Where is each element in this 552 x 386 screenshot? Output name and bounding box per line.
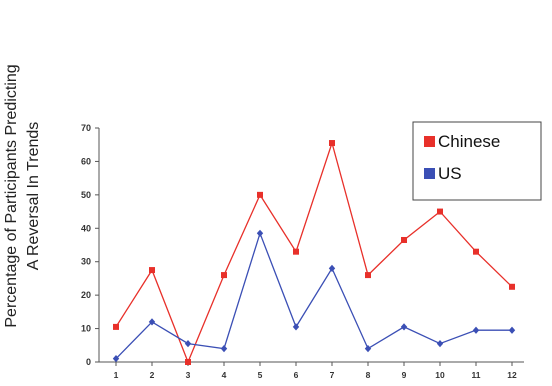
x-tick-label: 3	[186, 370, 191, 380]
x-tick-label: 11	[472, 370, 481, 380]
data-point-us	[148, 318, 156, 326]
x-tick-label: 5	[258, 370, 263, 380]
data-point-chinese	[257, 191, 263, 198]
data-point-chinese	[365, 272, 371, 279]
data-point-us	[436, 340, 444, 348]
y-tick-label: 40	[81, 223, 91, 233]
series-markers	[112, 140, 516, 365]
series-line-us	[115, 231, 512, 360]
series-lines	[115, 140, 513, 364]
y-axis-label-line2: A Reversal In Trends	[25, 122, 42, 271]
legend: Chinese US	[412, 121, 542, 201]
y-tick-label: 20	[81, 290, 91, 300]
x-ticks: 1 2 3 4 5 6 7 8 9 10 11 12	[114, 362, 517, 380]
data-point-chinese	[401, 236, 407, 243]
x-tick-label: 4	[222, 370, 227, 380]
x-tick-label: 2	[150, 370, 155, 380]
y-axis-label: Percentage of Participants Predicting A …	[3, 64, 42, 327]
x-tick-label: 8	[366, 370, 371, 380]
data-point-us	[328, 264, 336, 272]
y-ticks: 0 10 20 30 40 50 60 70	[81, 123, 99, 367]
data-point-us	[112, 355, 120, 363]
data-point-chinese	[437, 208, 443, 215]
data-point-us	[508, 326, 516, 334]
legend-swatch-us	[424, 168, 435, 179]
data-point-chinese	[329, 140, 335, 147]
axes	[98, 128, 524, 363]
y-tick-label: 0	[86, 357, 91, 367]
x-tick-label: 1	[114, 370, 119, 380]
legend-label-chinese: Chinese	[438, 132, 500, 151]
x-tick-label: 9	[402, 370, 407, 380]
x-tick-label: 7	[330, 370, 335, 380]
data-point-chinese	[509, 283, 515, 290]
y-tick-label: 60	[81, 156, 91, 166]
data-point-chinese	[113, 323, 119, 330]
legend-swatch-chinese	[424, 136, 435, 147]
x-tick-label: 10	[435, 370, 445, 380]
y-tick-label: 70	[81, 123, 91, 133]
data-point-us	[292, 323, 300, 331]
data-point-chinese	[221, 272, 227, 279]
legend-box	[412, 121, 542, 201]
data-point-us	[256, 229, 264, 237]
y-axis-label-line1: Percentage of Participants Predicting	[3, 64, 20, 327]
data-point-us	[220, 345, 228, 353]
y-tick-label: 50	[81, 190, 91, 200]
data-point-us	[400, 323, 408, 331]
data-point-us	[472, 326, 480, 334]
data-point-chinese	[473, 248, 479, 255]
x-tick-label: 12	[507, 370, 517, 380]
y-tick-label: 30	[81, 257, 91, 267]
x-tick-label: 6	[294, 370, 299, 380]
data-point-us	[184, 340, 192, 348]
data-point-chinese	[149, 267, 155, 274]
y-tick-label: 10	[81, 324, 91, 334]
series-line-chinese	[115, 140, 513, 364]
data-point-chinese	[293, 248, 299, 255]
data-point-chinese	[185, 359, 191, 365]
legend-label-us: US	[438, 164, 462, 183]
data-point-us	[364, 345, 372, 353]
